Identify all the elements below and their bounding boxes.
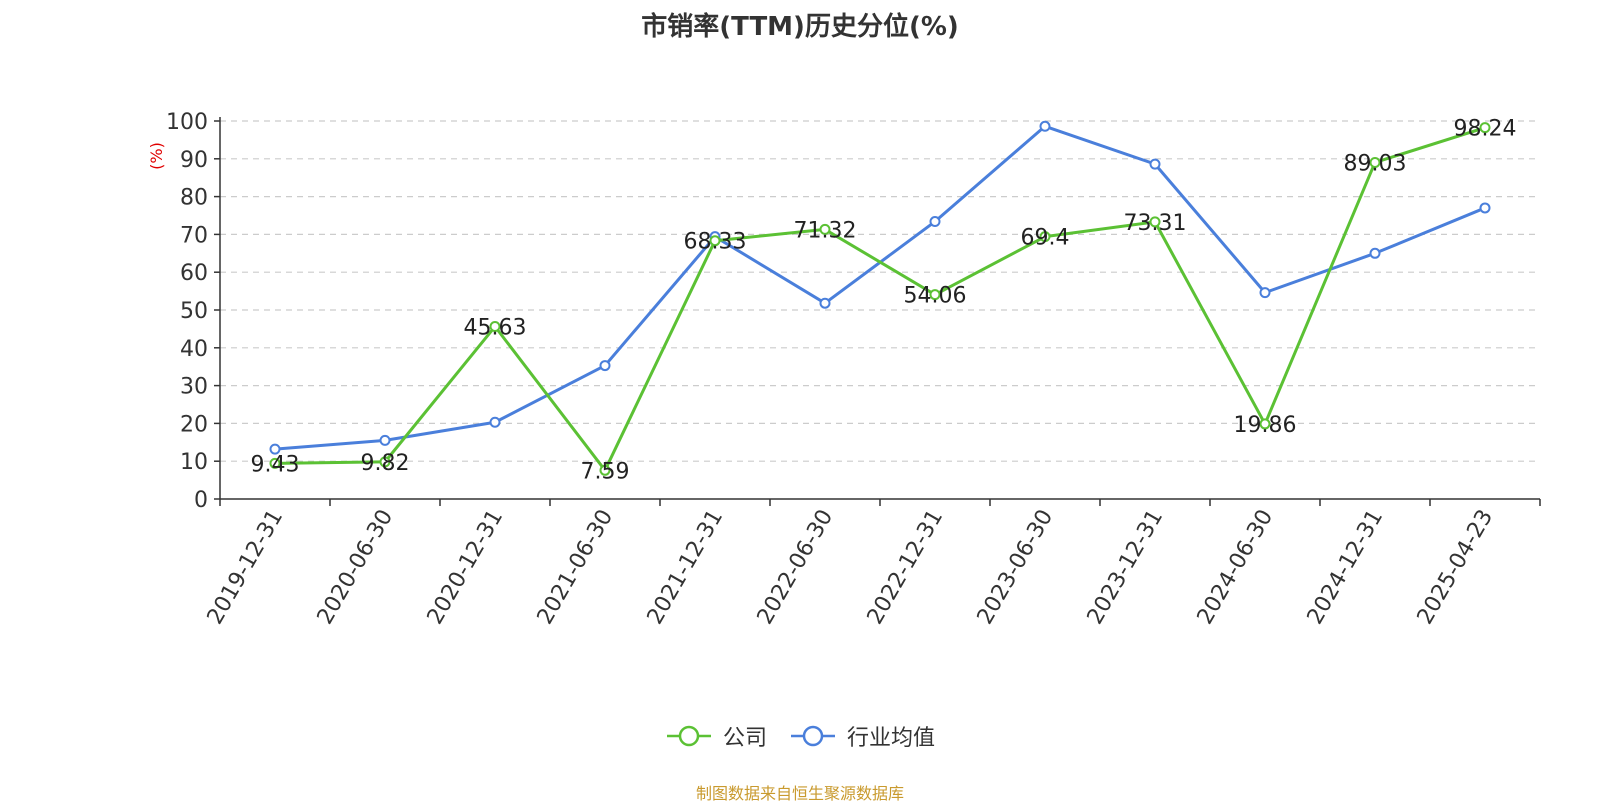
data-point [379, 434, 391, 446]
x-tick-label: 2020-12-31 [423, 506, 509, 629]
data-label: 9.82 [361, 451, 410, 476]
y-tick-label: 50 [180, 299, 208, 324]
series-line-0 [274, 126, 1486, 472]
y-tick-label: 40 [180, 337, 208, 362]
x-tick-label: 2019-12-31 [203, 506, 289, 629]
series-layer [269, 120, 1491, 476]
data-point [1479, 202, 1491, 214]
data-point [1149, 158, 1161, 170]
grid-layer [220, 120, 1540, 462]
data-point [1039, 120, 1051, 132]
x-tick-label: 2021-12-31 [643, 506, 729, 629]
x-tick-label: 2023-12-31 [1083, 506, 1169, 629]
legend: 公司 行业均值 [0, 720, 1600, 752]
data-point [819, 223, 831, 235]
data-point [269, 457, 281, 469]
data-label: 7.59 [581, 459, 630, 484]
data-point [599, 360, 611, 372]
y-tick-label: 10 [180, 450, 208, 475]
axis-layer: 0 10 20 30 40 50 60 70 80 90 100(%) 2019-12-31 2020-… [147, 110, 1541, 629]
data-label: 68.33 [684, 230, 747, 255]
data-point [1369, 247, 1381, 259]
x-tick-label: 2021-06-30 [533, 506, 619, 629]
data-label: 69.4 [1021, 226, 1070, 251]
x-tick-label: 2023-06-30 [973, 506, 1059, 629]
y-tick-label: 90 [180, 148, 208, 173]
y-tick-label: 0 [194, 488, 208, 513]
legend-item[interactable]: 公司 [665, 720, 767, 752]
chart-title: 市销率(TTM)历史分位(%) [641, 12, 959, 42]
data-point [489, 416, 501, 428]
data-label: 54.06 [904, 284, 967, 309]
y-tick-label: 60 [180, 261, 208, 286]
x-tick-label: 2022-12-31 [863, 506, 949, 629]
data-point [1149, 216, 1161, 228]
x-tick-label: 2020-06-30 [313, 506, 399, 629]
y-axis-label: (%) [147, 142, 166, 170]
data-point [379, 456, 391, 468]
data-label: 71.32 [794, 218, 857, 243]
label-layer: 9.43 9.82 45.63 7.59 68.33 71.32 54.06 69.4 73.3… [251, 117, 1517, 485]
data-point [1259, 287, 1271, 299]
legend-circle [678, 725, 700, 747]
y-tick-label: 80 [180, 186, 208, 211]
x-tick-label: 2024-12-31 [1303, 506, 1389, 629]
data-label: 19.86 [1234, 413, 1297, 438]
source-note: 制图数据来自恒生聚源数据库 [695, 784, 904, 803]
data-point [1039, 231, 1051, 243]
data-point [819, 297, 831, 309]
legend-marker-icon [666, 725, 711, 747]
x-tick-label: 2025-04-23 [1413, 506, 1499, 629]
data-point [1479, 122, 1491, 134]
y-tick-label: 100 [166, 110, 208, 135]
data-label: 98.24 [1454, 117, 1517, 142]
data-point [599, 464, 611, 476]
data-point [709, 235, 721, 247]
legend-circle [802, 725, 824, 747]
data-point [1369, 156, 1381, 168]
legend-label: 公司 [722, 726, 767, 751]
data-label: 89.03 [1344, 151, 1407, 176]
data-point [929, 216, 941, 228]
data-label: 9.43 [251, 452, 300, 477]
series-line-1 [274, 124, 1486, 451]
data-point [929, 289, 941, 301]
legend-item[interactable]: 行业均值 [789, 720, 935, 752]
data-point [269, 443, 281, 455]
y-tick-label: 20 [180, 412, 208, 437]
legend-marker-icon [791, 725, 835, 747]
y-tick-label: 30 [180, 375, 208, 400]
y-tick-label: 70 [180, 223, 208, 248]
data-point [489, 321, 501, 333]
legend-label: 行业均值 [847, 726, 936, 751]
x-tick-label: 2022-06-30 [753, 506, 839, 629]
x-tick-label: 2024-06-30 [1193, 506, 1279, 629]
data-label: 45.63 [464, 316, 527, 341]
data-label: 73.31 [1124, 211, 1187, 236]
data-point [1259, 418, 1271, 430]
